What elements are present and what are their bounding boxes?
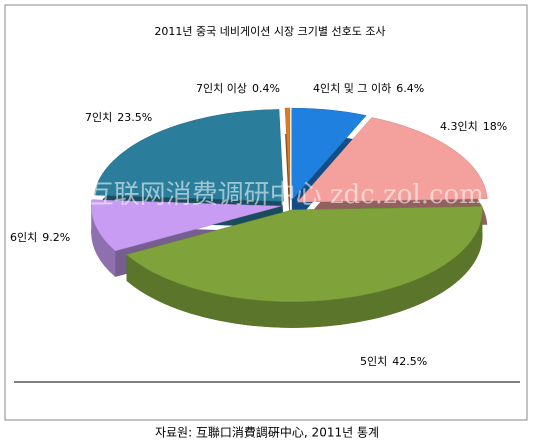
slice: [93, 109, 285, 202]
data-label: 7인치 23.5%: [85, 111, 152, 124]
slice: [284, 107, 291, 201]
chart-title: 2011년 중국 네비게이션 시장 크기별 선호도 조사: [154, 25, 385, 38]
data-label: 6인치 9.2%: [10, 231, 70, 244]
value-label: 42.5%: [392, 355, 427, 368]
source-note: 자료원: 互聯口消費調硏中心, 2011년 통계: [155, 425, 379, 440]
data-label: 7인치 이상 0.4%: [196, 82, 280, 95]
slice-wall: [126, 209, 483, 328]
category-label: 7인치: [85, 111, 112, 124]
slice: [296, 117, 488, 203]
data-label: 4.3인치 18%: [440, 120, 507, 133]
value-label: 18%: [483, 120, 507, 133]
value-label: 0.4%: [252, 82, 280, 95]
data-label: 5인치 42.5%: [360, 355, 427, 368]
data-label: 4인치 및 그 이하 6.4%: [313, 81, 424, 95]
slice: [291, 107, 367, 201]
slice: [90, 199, 282, 252]
category-label: 4.3인치: [440, 120, 478, 133]
category-label: 7인치 이상: [196, 82, 247, 95]
category-label: 6인치: [10, 231, 37, 244]
slice-wall: [91, 206, 116, 277]
value-label: 6.4%: [396, 82, 424, 95]
value-label: 9.2%: [42, 231, 70, 244]
category-label: 4인치 및 그 이하: [313, 81, 391, 95]
value-label: 23.5%: [117, 111, 152, 124]
watermark: ZDC 互联网消费调研中心 zdc.zol.com.cn: [21, 180, 524, 210]
category-label: 5인치: [360, 355, 387, 368]
slice: [125, 206, 483, 303]
